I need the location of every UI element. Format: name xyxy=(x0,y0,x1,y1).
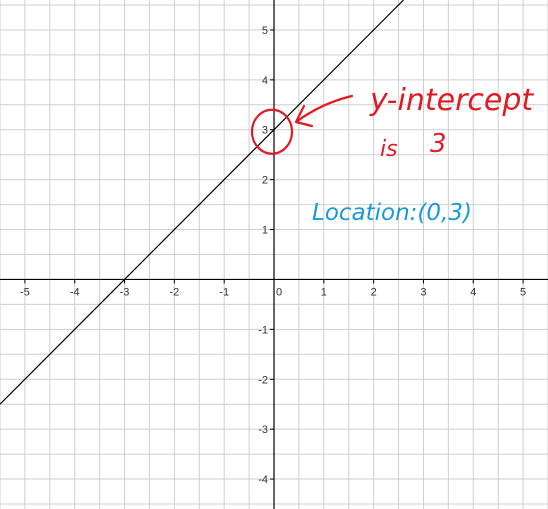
x-tick-label: -3 xyxy=(120,286,130,298)
x-tick-label: -2 xyxy=(169,286,179,298)
y-tick-label: -1 xyxy=(258,324,268,336)
series-line xyxy=(0,0,404,405)
x-tick-label: 4 xyxy=(470,286,476,298)
annotation-value: 3 xyxy=(430,129,447,159)
y-tick-label: 5 xyxy=(262,25,268,37)
y-tick-label: -4 xyxy=(258,474,268,486)
series-group xyxy=(0,0,404,405)
x-tick-label: -4 xyxy=(70,286,80,298)
x-tick-label: 0 xyxy=(276,286,282,298)
location-annotation: Location:(0,3) xyxy=(312,200,472,226)
annotation-title: y-intercept xyxy=(369,83,534,118)
y-tick-label: 3 xyxy=(262,125,268,137)
x-tick-label: 3 xyxy=(420,286,426,298)
y-tick-label: 2 xyxy=(262,175,268,187)
y-tick-label: 4 xyxy=(262,75,268,87)
x-tick-label: 5 xyxy=(520,286,526,298)
x-tick-labels: -5 -4 -3 -2 -1 0 1 2 3 4 5 xyxy=(20,286,526,298)
annotation-arrow xyxy=(294,94,354,128)
intercept-circle xyxy=(250,108,294,155)
x-tick-label: -5 xyxy=(20,286,30,298)
x-tick-label: 1 xyxy=(321,286,327,298)
y-tick-label: -2 xyxy=(258,374,268,386)
y-tick-label: 1 xyxy=(262,225,268,237)
x-tick-label: 2 xyxy=(371,286,377,298)
x-tick-label: -1 xyxy=(219,286,229,298)
y-tick-label: -3 xyxy=(258,424,268,436)
annotation-is-label: is xyxy=(380,137,398,162)
y-tick-labels: -4 -3 -2 -1 1 2 3 4 5 xyxy=(258,25,268,486)
